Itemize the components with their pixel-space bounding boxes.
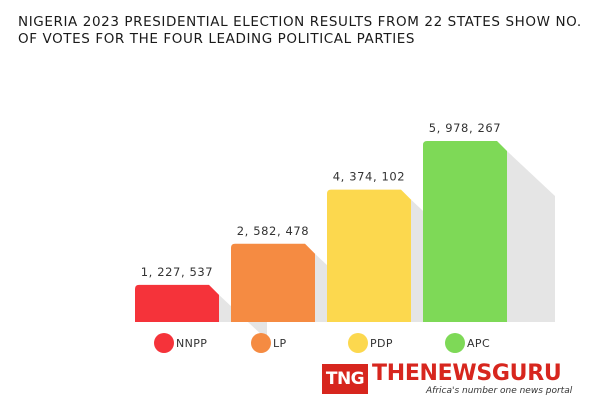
- value-label-nnpp: 1, 227, 537: [141, 265, 213, 279]
- bar-pdp: [327, 189, 411, 322]
- bar-lp: [231, 243, 315, 322]
- legend-label-lp: LP: [273, 337, 287, 350]
- brand-tagline: Africa's number one news portal: [426, 386, 573, 396]
- value-label-lp: 2, 582, 478: [237, 224, 309, 238]
- brand-logo-box: TNG: [322, 364, 368, 394]
- legend-label-pdp: PDP: [370, 337, 393, 350]
- legend-swatch-pdp: [348, 333, 368, 353]
- legend-swatch-lp: [251, 333, 271, 353]
- bars: [135, 141, 507, 322]
- bar-nnpp: [135, 284, 219, 322]
- value-label-pdp: 4, 374, 102: [333, 170, 405, 184]
- brand-name: THENEWSGURU: [372, 361, 562, 386]
- legend-label-nnpp: NNPP: [176, 337, 207, 350]
- brand-logo: TNG THENEWSGURU Africa's number one news…: [322, 361, 594, 396]
- bar-apc: [423, 141, 507, 322]
- value-labels: 1, 227, 537 2, 582, 478 4, 374, 102 5, 978,…: [141, 121, 501, 279]
- legend: NNPP LP PDP APC: [154, 333, 490, 353]
- bar-shadow-apc: [507, 151, 555, 322]
- legend-swatch-apc: [445, 333, 465, 353]
- legend-swatch-nnpp: [154, 333, 174, 353]
- value-label-apc: 5, 978, 267: [429, 121, 501, 135]
- chart-title: NIGERIA 2023 PRESIDENTIAL ELECTION RESUL…: [18, 14, 582, 47]
- legend-label-apc: APC: [467, 337, 490, 350]
